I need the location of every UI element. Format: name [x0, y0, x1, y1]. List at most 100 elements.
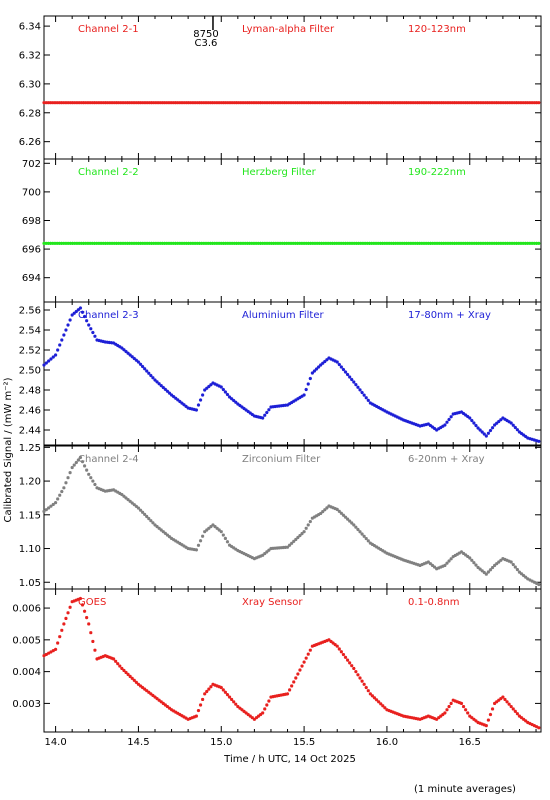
- data-point: [147, 371, 151, 375]
- data-point: [250, 101, 254, 105]
- data-point: [232, 700, 236, 704]
- data-point: [370, 241, 374, 245]
- x-axis-label: Time / h UTC, 14 Oct 2025: [223, 754, 356, 765]
- data-point: [346, 241, 350, 245]
- data-point: [275, 404, 279, 408]
- data-point: [198, 539, 203, 543]
- data-point: [174, 539, 178, 543]
- data-point: [363, 101, 367, 105]
- data-point: [528, 437, 532, 441]
- data-point: [364, 685, 368, 690]
- data-point: [479, 241, 483, 245]
- data-point: [128, 499, 132, 503]
- y-tick-label: 696: [22, 245, 41, 256]
- data-point: [108, 101, 112, 105]
- data-point: [99, 101, 103, 105]
- data-point: [173, 241, 178, 245]
- data-point: [140, 364, 145, 369]
- data-point: [239, 101, 243, 105]
- data-point: [424, 101, 428, 105]
- data-point: [265, 550, 269, 554]
- data-point: [122, 348, 126, 352]
- data-point: [60, 628, 64, 632]
- data-point: [153, 378, 157, 382]
- data-point: [422, 716, 426, 720]
- data-point: [389, 709, 393, 713]
- data-point: [171, 101, 175, 105]
- data-point: [412, 561, 416, 565]
- data-point: [313, 101, 317, 105]
- data-point: [130, 241, 134, 245]
- data-point: [178, 241, 182, 245]
- data-point: [111, 657, 116, 661]
- data-point: [57, 101, 61, 105]
- data-point: [64, 481, 68, 485]
- data-point: [482, 570, 486, 575]
- data-point: [194, 548, 199, 552]
- data-point: [163, 531, 167, 535]
- data-point: [466, 414, 470, 419]
- data-point: [461, 551, 466, 556]
- data-point: [124, 349, 128, 354]
- data-point: [248, 411, 252, 415]
- data-point: [117, 241, 121, 245]
- data-point: [70, 465, 74, 470]
- data-point: [237, 101, 241, 105]
- data-point: [226, 101, 230, 105]
- data-point: [213, 525, 217, 529]
- data-point: [236, 402, 240, 406]
- data-point: [300, 532, 304, 536]
- data-point: [172, 395, 176, 399]
- data-point: [451, 412, 455, 416]
- data-point: [480, 569, 484, 573]
- data-point: [88, 241, 92, 245]
- data-point: [325, 639, 329, 643]
- data-point: [58, 493, 62, 497]
- data-point: [432, 426, 437, 431]
- data-point: [157, 526, 161, 530]
- data-point: [172, 709, 176, 713]
- data-point: [524, 434, 528, 439]
- data-point: [537, 582, 541, 587]
- data-point: [528, 101, 532, 105]
- data-point: [215, 241, 219, 245]
- data-point: [424, 561, 428, 565]
- data-point: [399, 713, 404, 717]
- data-point: [126, 672, 130, 677]
- data-point: [451, 698, 455, 702]
- data-point: [107, 488, 112, 493]
- data-point: [426, 714, 430, 718]
- data-point: [211, 381, 215, 385]
- data-point: [495, 562, 499, 566]
- data-point: [314, 514, 319, 518]
- data-point: [437, 241, 441, 245]
- data-point: [75, 101, 79, 105]
- data-point: [314, 643, 319, 647]
- data-point: [296, 672, 300, 676]
- data-point: [441, 424, 445, 428]
- data-point: [128, 101, 132, 105]
- panel-3: 2.44 2.46 2.48 2.50 2.52 2.54 2.56 Channel 2-3 A…: [19, 301, 542, 446]
- data-point: [86, 241, 90, 245]
- data-point: [312, 369, 317, 373]
- data-point: [245, 101, 250, 105]
- data-point: [44, 652, 48, 657]
- data-point: [276, 101, 280, 105]
- data-point: [82, 464, 87, 468]
- data-point: [366, 398, 370, 402]
- data-point: [47, 359, 51, 363]
- data-point: [46, 101, 50, 105]
- data-point: [203, 388, 207, 392]
- y-tick-label: 2.44: [19, 426, 41, 437]
- data-point: [358, 388, 362, 392]
- data-point: [414, 562, 418, 566]
- data-point: [341, 652, 346, 657]
- data-point: [184, 404, 188, 408]
- data-point: [254, 716, 259, 720]
- data-point: [478, 428, 482, 432]
- data-point: [395, 712, 399, 716]
- data-point: [395, 555, 399, 560]
- data-point: [358, 530, 362, 534]
- data-point: [308, 376, 312, 381]
- data-point: [279, 404, 283, 408]
